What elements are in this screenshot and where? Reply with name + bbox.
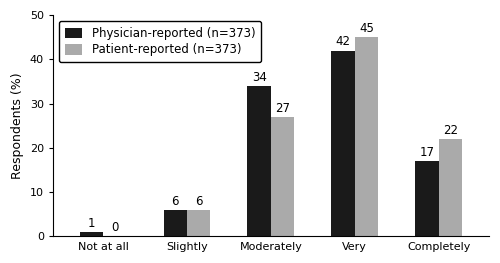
Text: 22: 22: [443, 124, 458, 137]
Bar: [248, 86, 271, 236]
Text: 42: 42: [336, 35, 350, 48]
Bar: [415, 161, 438, 236]
Bar: [331, 50, 354, 236]
Bar: [187, 210, 210, 236]
Text: 6: 6: [172, 195, 179, 208]
Text: 6: 6: [195, 195, 202, 208]
Bar: [438, 139, 462, 236]
Bar: [271, 117, 294, 236]
Bar: [80, 232, 103, 236]
Bar: [354, 37, 378, 236]
Text: 1: 1: [88, 217, 95, 230]
Text: 45: 45: [359, 22, 374, 35]
Text: 27: 27: [275, 102, 290, 115]
Text: 17: 17: [420, 146, 434, 159]
Text: 34: 34: [252, 71, 266, 84]
Bar: [164, 210, 187, 236]
Y-axis label: Respondents (%): Respondents (%): [11, 72, 24, 179]
Legend: Physician-reported (n=373), Patient-reported (n=373): Physician-reported (n=373), Patient-repo…: [58, 21, 262, 62]
Text: 0: 0: [111, 221, 118, 234]
